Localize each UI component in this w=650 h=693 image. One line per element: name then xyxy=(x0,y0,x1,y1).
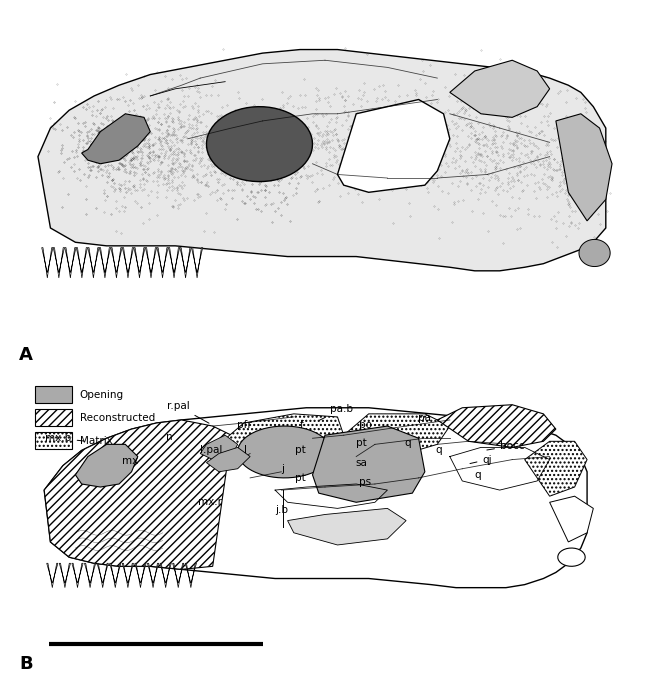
Polygon shape xyxy=(525,441,587,496)
Text: Opening: Opening xyxy=(80,389,124,400)
Text: mx.b: mx.b xyxy=(46,433,84,444)
Polygon shape xyxy=(556,114,612,221)
Text: ps: ps xyxy=(359,477,372,487)
Text: bocc: bocc xyxy=(487,441,525,451)
Polygon shape xyxy=(122,563,133,588)
Text: B: B xyxy=(20,655,33,673)
Polygon shape xyxy=(579,239,610,267)
Polygon shape xyxy=(134,247,145,278)
Polygon shape xyxy=(44,420,231,570)
Polygon shape xyxy=(344,414,450,453)
Polygon shape xyxy=(59,563,70,588)
Text: q: q xyxy=(436,444,442,455)
Text: pfr: pfr xyxy=(237,421,252,430)
Polygon shape xyxy=(550,496,593,542)
Text: pt: pt xyxy=(356,438,367,448)
Bar xyxy=(35,410,72,426)
Polygon shape xyxy=(185,563,196,588)
Text: po: po xyxy=(359,421,372,430)
Polygon shape xyxy=(146,247,157,278)
Text: mx.r: mx.r xyxy=(198,498,222,507)
Text: j: j xyxy=(281,464,284,474)
Polygon shape xyxy=(207,107,313,182)
Polygon shape xyxy=(65,247,76,278)
Text: n: n xyxy=(166,432,172,441)
Polygon shape xyxy=(558,548,585,566)
Polygon shape xyxy=(207,448,250,472)
Polygon shape xyxy=(313,426,425,502)
Polygon shape xyxy=(192,247,203,278)
Text: pt: pt xyxy=(294,473,305,483)
Polygon shape xyxy=(38,50,606,271)
Text: sa: sa xyxy=(356,457,367,468)
Bar xyxy=(35,432,72,449)
Polygon shape xyxy=(75,444,138,487)
Polygon shape xyxy=(219,414,344,459)
Polygon shape xyxy=(238,426,332,478)
Polygon shape xyxy=(110,563,121,588)
Text: Reconstructed: Reconstructed xyxy=(80,412,155,423)
Text: A: A xyxy=(20,346,33,364)
Polygon shape xyxy=(200,435,238,459)
Polygon shape xyxy=(157,247,168,278)
Polygon shape xyxy=(42,247,53,278)
Polygon shape xyxy=(47,563,58,588)
Bar xyxy=(35,387,72,403)
Text: mx: mx xyxy=(122,456,138,466)
Text: r.pal: r.pal xyxy=(167,401,209,423)
Text: q: q xyxy=(404,438,411,448)
Polygon shape xyxy=(287,509,406,545)
Polygon shape xyxy=(160,563,171,588)
Polygon shape xyxy=(337,100,450,192)
Text: q: q xyxy=(474,470,481,480)
Polygon shape xyxy=(44,407,587,588)
Text: pt: pt xyxy=(294,444,305,455)
Polygon shape xyxy=(437,405,556,448)
Polygon shape xyxy=(111,247,122,278)
Text: l.pal: l.pal xyxy=(200,444,222,455)
Text: l: l xyxy=(244,444,246,455)
Text: qj: qj xyxy=(470,455,492,464)
Polygon shape xyxy=(173,563,184,588)
Polygon shape xyxy=(72,563,83,588)
Text: Matrix: Matrix xyxy=(80,435,112,446)
Text: j.b: j.b xyxy=(275,505,288,515)
Polygon shape xyxy=(148,563,159,588)
Text: pa.b: pa.b xyxy=(319,404,354,420)
Polygon shape xyxy=(76,247,88,278)
Polygon shape xyxy=(99,247,111,278)
Polygon shape xyxy=(53,247,64,278)
Polygon shape xyxy=(88,247,99,278)
Polygon shape xyxy=(168,247,179,278)
Polygon shape xyxy=(450,60,550,117)
Polygon shape xyxy=(97,563,109,588)
Polygon shape xyxy=(180,247,191,278)
Polygon shape xyxy=(82,114,150,164)
Polygon shape xyxy=(84,563,96,588)
Text: f: f xyxy=(300,421,303,430)
Polygon shape xyxy=(122,247,134,278)
Polygon shape xyxy=(135,563,146,588)
Text: pa: pa xyxy=(419,414,432,423)
